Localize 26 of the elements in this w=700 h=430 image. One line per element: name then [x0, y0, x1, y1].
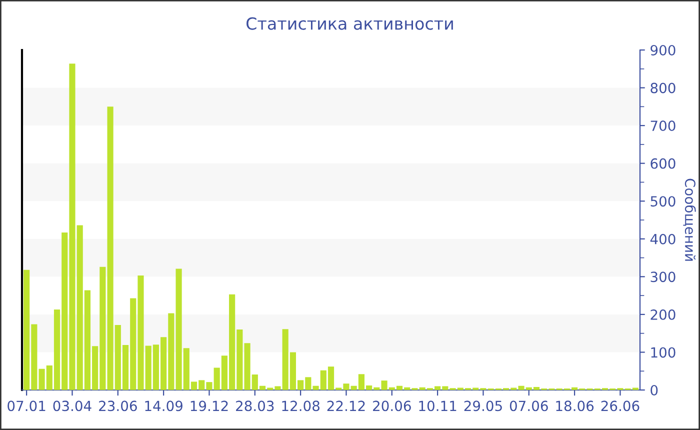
x-tick-label: 20.06	[373, 400, 411, 412]
y-tick-label: 700	[650, 120, 676, 132]
chart-title: Статистика активности	[246, 17, 453, 30]
y-tick-label: 400	[650, 234, 676, 244]
x-tick-label: 07.06	[510, 400, 548, 412]
y-tick-label: 300	[650, 272, 676, 282]
x-tick-label: 14.09	[145, 400, 182, 412]
y-tick-label: 200	[650, 309, 676, 320]
y-axis-title: Сообщений	[683, 178, 696, 261]
x-tick-label: 22.12	[327, 400, 365, 411]
y-tick-label: 600	[650, 158, 676, 169]
y-tick-label: 800	[650, 82, 676, 94]
x-tick-label: 28.03	[236, 400, 274, 412]
x-tick-label: 03.04	[53, 400, 92, 412]
y-tick-label: 500	[650, 196, 676, 207]
y-tick-label: 900	[650, 44, 676, 56]
y-tick-label: 100	[651, 347, 676, 358]
x-tick-label: 26.06	[601, 400, 640, 412]
x-tick-label: 07.01	[8, 400, 46, 412]
x-tick-label: 18.06	[556, 400, 594, 412]
y-tick-label: 0	[650, 384, 658, 396]
x-tick-label: 29.05	[464, 400, 502, 412]
x-tick-label: 23.06	[99, 400, 137, 412]
x-tick-label: 12.08	[282, 400, 320, 412]
x-tick-label: 10.11	[419, 400, 456, 412]
x-tick-label: 19.12	[190, 400, 228, 412]
